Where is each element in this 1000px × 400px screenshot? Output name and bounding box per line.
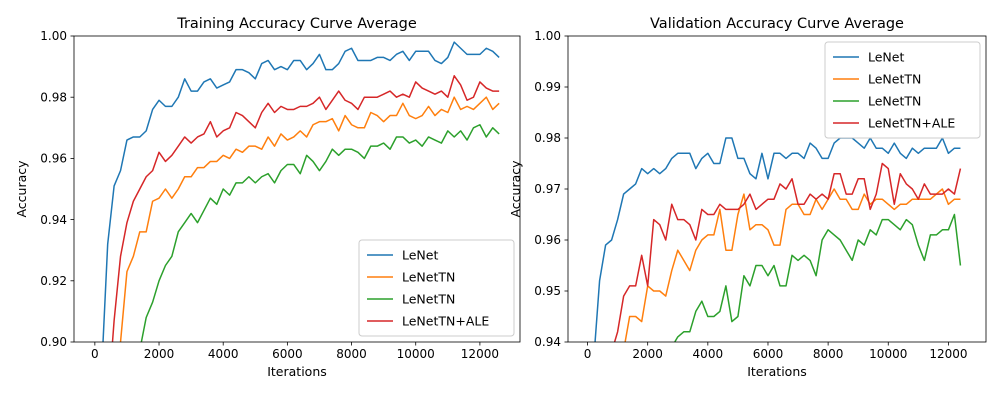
y-tick-label: 0.99 (534, 80, 561, 94)
series-line-4 (111, 75, 500, 342)
x-tick-label: 10000 (869, 347, 907, 361)
series-line-2 (119, 96, 500, 342)
legend-label: LeNet (868, 50, 904, 65)
x-axis-label: Iterations (267, 364, 327, 379)
y-tick-label: 0.98 (534, 131, 561, 145)
y-tick-label: 0.94 (534, 335, 561, 349)
chart-panel-2: 0 2000 4000 6000 8000 10000 12000 0.94 0.95 0.96 0… (508, 16, 987, 379)
series-line-2 (624, 188, 961, 342)
legend-box (358, 239, 515, 337)
legend-label: LeNetTN (868, 72, 921, 87)
y-axis-label: Accuracy (14, 160, 29, 218)
x-tick-label: 2000 (144, 347, 175, 361)
axes-frame (73, 35, 521, 343)
plot-area (102, 41, 500, 342)
y-axis-label: Accuracy (508, 160, 523, 218)
chart-panel-1: 0 2000 4000 6000 8000 10000 12000 0.90 0.92 0.94 0… (14, 16, 521, 379)
y-tick-label: 0.96 (534, 233, 561, 247)
legend-label: LeNetTN+ALE (402, 314, 489, 329)
x-axis-label: Iterations (747, 364, 807, 379)
x-tick-label: 6000 (753, 347, 784, 361)
series-line-1 (594, 137, 961, 342)
x-tick-label: 4000 (693, 347, 724, 361)
x-tick-label: 8000 (813, 347, 844, 361)
legend-box (824, 41, 981, 139)
y-tick-label: 0.97 (534, 182, 561, 196)
legend: LeNet LeNetTN LeNetTN LeNetTN+ALE (824, 41, 981, 139)
x-tick-label: 6000 (272, 347, 303, 361)
chart-title: Validation Accuracy Curve Average (650, 16, 904, 32)
series-line-1 (102, 41, 500, 342)
x-tick-label: 2000 (632, 347, 663, 361)
x-tick-label: 12000 (929, 347, 967, 361)
y-tick-label: 1.00 (534, 29, 561, 43)
y-tick-label: 0.92 (40, 274, 67, 288)
series-line-4 (613, 162, 962, 342)
series-line-3 (674, 213, 962, 342)
y-tick-label: 1.00 (40, 29, 67, 43)
series-line-3 (140, 123, 500, 342)
y-tick-label: 0.98 (40, 90, 67, 104)
legend-label: LeNetTN+ALE (868, 116, 955, 131)
x-tick-label: 10000 (397, 347, 435, 361)
x-tick-label: 0 (91, 347, 99, 361)
legend: LeNet LeNetTN LeNetTN LeNetTN+ALE (358, 239, 515, 337)
chart-title: Training Accuracy Curve Average (176, 16, 417, 32)
x-tick-label: 8000 (336, 347, 367, 361)
legend-label: LeNetTN (402, 270, 455, 285)
x-tick-label: 4000 (208, 347, 239, 361)
y-tick-label: 0.95 (534, 284, 561, 298)
y-tick-label: 0.94 (40, 213, 67, 227)
legend-label: LeNetTN (402, 292, 455, 307)
y-tick-label: 0.96 (40, 152, 67, 166)
plot-area (594, 137, 962, 342)
x-tick-label: 0 (584, 347, 592, 361)
x-tick-label: 12000 (461, 347, 499, 361)
legend-label: LeNetTN (868, 94, 921, 109)
y-tick-label: 0.90 (40, 335, 67, 349)
legend-label: LeNet (402, 248, 438, 263)
